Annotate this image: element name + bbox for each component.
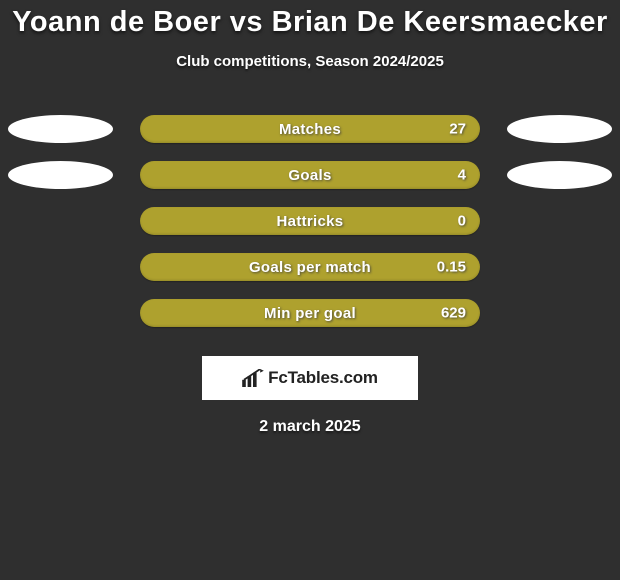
stat-value: 4	[458, 167, 466, 184]
stat-bar: Goals per match 0.15	[140, 253, 480, 281]
stat-row: Matches 27	[0, 106, 620, 152]
player2-ellipse	[507, 115, 612, 143]
stat-row: Min per goal 629	[0, 290, 620, 336]
player1-ellipse	[8, 161, 113, 189]
stat-label: Goals	[288, 167, 331, 184]
stat-label: Min per goal	[264, 305, 356, 322]
stats-area: Matches 27 Goals 4 Hattricks 0 Goals per match…	[0, 106, 620, 336]
page-title: Yoann de Boer vs Brian De Keersmaecker	[0, 0, 620, 39]
logo-text: FcTables.com	[268, 368, 378, 388]
player1-ellipse	[8, 115, 113, 143]
logo-box: FcTables.com	[202, 356, 418, 400]
comparison-card: Yoann de Boer vs Brian De Keersmaecker C…	[0, 0, 620, 580]
player2-ellipse	[507, 161, 612, 189]
stat-label: Hattricks	[277, 213, 344, 230]
stat-row: Goals per match 0.15	[0, 244, 620, 290]
stat-value: 27	[449, 121, 466, 138]
stat-row: Goals 4	[0, 152, 620, 198]
stat-row: Hattricks 0	[0, 198, 620, 244]
stat-bar: Hattricks 0	[140, 207, 480, 235]
stat-value: 0.15	[437, 259, 466, 276]
stat-bar: Min per goal 629	[140, 299, 480, 327]
stat-label: Matches	[279, 121, 341, 138]
date-label: 2 march 2025	[0, 418, 620, 436]
stat-value: 0	[458, 213, 466, 230]
subtitle: Club competitions, Season 2024/2025	[0, 53, 620, 70]
stat-bar: Goals 4	[140, 161, 480, 189]
fctables-icon	[242, 369, 264, 387]
stat-label: Goals per match	[249, 259, 371, 276]
stat-value: 629	[441, 305, 466, 322]
stat-bar: Matches 27	[140, 115, 480, 143]
